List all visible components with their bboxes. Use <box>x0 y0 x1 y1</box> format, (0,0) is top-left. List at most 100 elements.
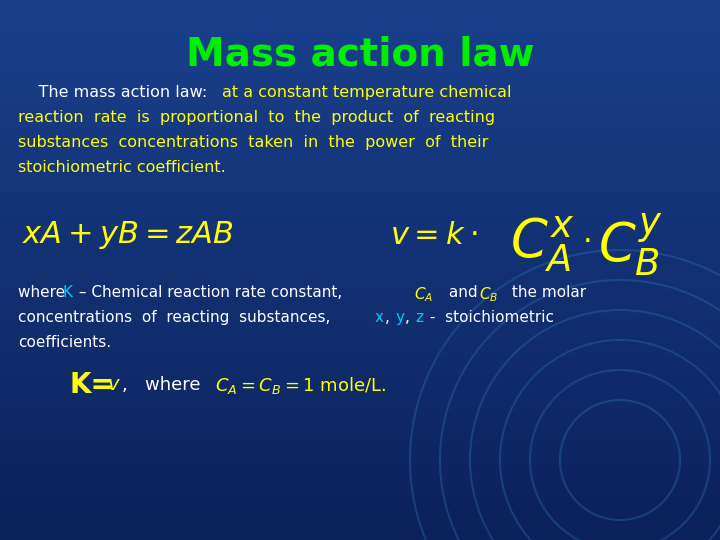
Bar <box>0 386 720 387</box>
Bar <box>0 66 720 67</box>
Bar <box>0 456 720 457</box>
Bar <box>0 492 720 493</box>
Bar <box>0 500 720 501</box>
Bar <box>0 381 720 382</box>
Bar <box>0 100 720 101</box>
Bar <box>0 297 720 298</box>
Bar <box>0 347 720 348</box>
Bar <box>0 157 720 158</box>
Bar <box>0 219 720 220</box>
Bar <box>0 528 720 529</box>
Bar <box>0 364 720 365</box>
Bar <box>0 214 720 215</box>
Bar <box>0 509 720 510</box>
Bar <box>0 344 720 345</box>
Bar <box>0 455 720 456</box>
Bar <box>0 499 720 500</box>
Bar <box>0 101 720 102</box>
Bar <box>0 152 720 153</box>
Bar <box>0 204 720 205</box>
Bar <box>0 72 720 73</box>
Bar <box>0 255 720 256</box>
Bar <box>0 35 720 36</box>
Bar <box>0 412 720 413</box>
Bar <box>0 376 720 377</box>
Bar <box>0 467 720 468</box>
Bar <box>0 126 720 127</box>
Bar <box>0 292 720 293</box>
Bar <box>0 285 720 286</box>
Bar <box>0 112 720 113</box>
Bar <box>0 181 720 182</box>
Text: reaction  rate  is  proportional  to  the  product  of  reacting: reaction rate is proportional to the pro… <box>18 110 495 125</box>
Bar <box>0 173 720 174</box>
Text: K: K <box>62 285 72 300</box>
Bar <box>0 449 720 450</box>
Bar <box>0 257 720 258</box>
Text: substances  concentrations  taken  in  the  power  of  their: substances concentrations taken in the p… <box>18 135 488 150</box>
Bar <box>0 71 720 72</box>
Bar <box>0 282 720 283</box>
Bar <box>0 408 720 409</box>
Text: the molar: the molar <box>507 285 586 300</box>
Text: ,: , <box>385 310 390 325</box>
Bar <box>0 523 720 524</box>
Bar <box>0 253 720 254</box>
Bar <box>0 76 720 77</box>
Bar <box>0 532 720 533</box>
Bar <box>0 167 720 168</box>
Bar <box>0 262 720 263</box>
Bar <box>0 269 720 270</box>
Bar <box>0 475 720 476</box>
Bar <box>0 274 720 275</box>
Bar <box>0 388 720 389</box>
Bar <box>0 231 720 232</box>
Bar <box>0 61 720 62</box>
Bar <box>0 7 720 8</box>
Bar <box>0 8 720 9</box>
Bar <box>0 385 720 386</box>
Bar <box>0 402 720 403</box>
Bar <box>0 62 720 63</box>
Bar <box>0 501 720 502</box>
Bar <box>0 354 720 355</box>
Bar <box>0 336 720 337</box>
Bar <box>0 179 720 180</box>
Bar <box>0 28 720 29</box>
Bar <box>0 517 720 518</box>
Bar <box>0 283 720 284</box>
Bar <box>0 420 720 421</box>
Bar <box>0 312 720 313</box>
Bar <box>0 529 720 530</box>
Bar <box>0 113 720 114</box>
Bar <box>0 351 720 352</box>
Bar <box>0 320 720 321</box>
Bar <box>0 296 720 297</box>
Bar <box>0 534 720 535</box>
Bar <box>0 377 720 378</box>
Bar <box>0 345 720 346</box>
Bar <box>0 132 720 133</box>
Text: $C_B$: $C_B$ <box>479 285 498 303</box>
Bar <box>0 42 720 43</box>
Bar <box>0 432 720 433</box>
Bar <box>0 287 720 288</box>
Bar <box>0 357 720 358</box>
Bar <box>0 203 720 204</box>
Bar <box>0 135 720 136</box>
Bar <box>0 334 720 335</box>
Bar <box>0 405 720 406</box>
Bar <box>0 64 720 65</box>
Bar <box>0 498 720 499</box>
Bar <box>0 316 720 317</box>
Bar <box>0 2 720 3</box>
Bar <box>0 147 720 148</box>
Bar <box>0 521 720 522</box>
Bar <box>0 422 720 423</box>
Bar <box>0 170 720 171</box>
Bar <box>0 12 720 13</box>
Bar <box>0 338 720 339</box>
Bar <box>0 50 720 51</box>
Text: $C_B^y$: $C_B^y$ <box>598 211 663 279</box>
Bar <box>0 330 720 331</box>
